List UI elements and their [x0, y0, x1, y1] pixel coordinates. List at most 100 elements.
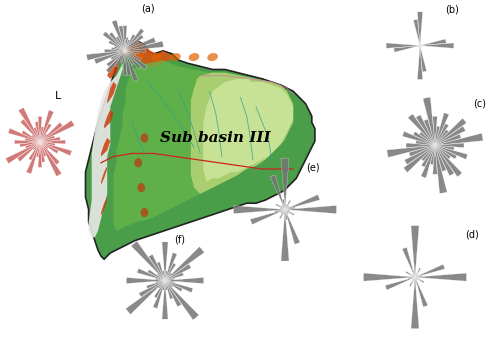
Bar [281, 158, 289, 210]
Bar [165, 263, 176, 281]
Bar [154, 281, 165, 298]
Bar [165, 281, 168, 290]
Bar [415, 264, 445, 277]
Bar [386, 43, 420, 48]
Bar [420, 44, 421, 46]
Ellipse shape [138, 183, 145, 192]
Bar [435, 124, 448, 145]
Polygon shape [86, 42, 315, 259]
Bar [422, 145, 435, 167]
Bar [165, 278, 174, 281]
Bar [104, 49, 125, 52]
Bar [283, 210, 285, 215]
Bar [280, 208, 285, 210]
Bar [270, 175, 285, 210]
Bar [40, 142, 58, 153]
Bar [35, 122, 40, 142]
Bar [33, 142, 40, 150]
Bar [420, 46, 421, 47]
Bar [435, 145, 454, 176]
Bar [103, 31, 125, 51]
Polygon shape [104, 110, 114, 128]
Polygon shape [101, 166, 107, 185]
Bar [416, 115, 435, 145]
Bar [415, 275, 418, 277]
Bar [110, 51, 125, 60]
Bar [146, 281, 165, 289]
Bar [40, 120, 74, 142]
Bar [14, 140, 40, 144]
Bar [125, 40, 130, 51]
Bar [28, 142, 40, 160]
Bar [156, 278, 165, 281]
Bar [125, 41, 164, 51]
Bar [422, 145, 435, 161]
Bar [123, 51, 127, 76]
Bar [125, 42, 140, 51]
Ellipse shape [133, 53, 143, 61]
Bar [418, 45, 420, 46]
Bar [419, 46, 420, 47]
Bar [420, 46, 421, 47]
Bar [412, 274, 415, 277]
Bar [109, 32, 125, 51]
Bar [126, 277, 165, 284]
Ellipse shape [152, 53, 162, 61]
Bar [162, 271, 165, 281]
Bar [125, 35, 144, 51]
Bar [165, 273, 172, 281]
Ellipse shape [134, 158, 142, 167]
Bar [394, 46, 420, 52]
Bar [40, 142, 48, 149]
Text: L: L [54, 91, 60, 101]
Bar [18, 142, 40, 162]
Bar [276, 204, 285, 210]
Bar [416, 141, 435, 145]
Bar [404, 145, 435, 172]
Bar [415, 274, 416, 277]
Bar [414, 277, 415, 281]
Bar [165, 252, 177, 281]
Bar [418, 46, 422, 79]
Bar [432, 145, 438, 174]
Bar [420, 44, 421, 46]
Bar [165, 271, 168, 281]
Polygon shape [101, 138, 110, 156]
Bar [415, 277, 424, 283]
Bar [419, 46, 420, 47]
Bar [40, 142, 45, 162]
Bar [418, 46, 420, 47]
Bar [418, 45, 420, 46]
Bar [435, 145, 447, 193]
Bar [285, 204, 287, 210]
Bar [153, 281, 165, 309]
Bar [114, 46, 125, 51]
Polygon shape [107, 82, 117, 104]
Bar [418, 44, 420, 46]
Bar [165, 281, 199, 320]
Bar [165, 281, 182, 291]
Bar [280, 210, 285, 213]
Bar [412, 276, 415, 277]
Bar [125, 49, 146, 52]
Bar [402, 131, 435, 145]
Polygon shape [88, 63, 122, 237]
Bar [20, 142, 40, 147]
Text: (c): (c) [474, 98, 486, 108]
Bar [165, 277, 203, 284]
Bar [415, 274, 416, 277]
Bar [123, 26, 127, 51]
Bar [418, 45, 420, 46]
Bar [40, 122, 62, 142]
Bar [415, 277, 417, 280]
Bar [162, 281, 165, 290]
Bar [412, 277, 415, 279]
Bar [435, 145, 454, 150]
Bar [415, 277, 418, 280]
Bar [86, 51, 125, 61]
Text: Sub basin III: Sub basin III [160, 131, 271, 145]
Bar [125, 34, 136, 51]
Bar [424, 119, 435, 145]
Bar [420, 46, 422, 47]
Bar [418, 12, 422, 46]
